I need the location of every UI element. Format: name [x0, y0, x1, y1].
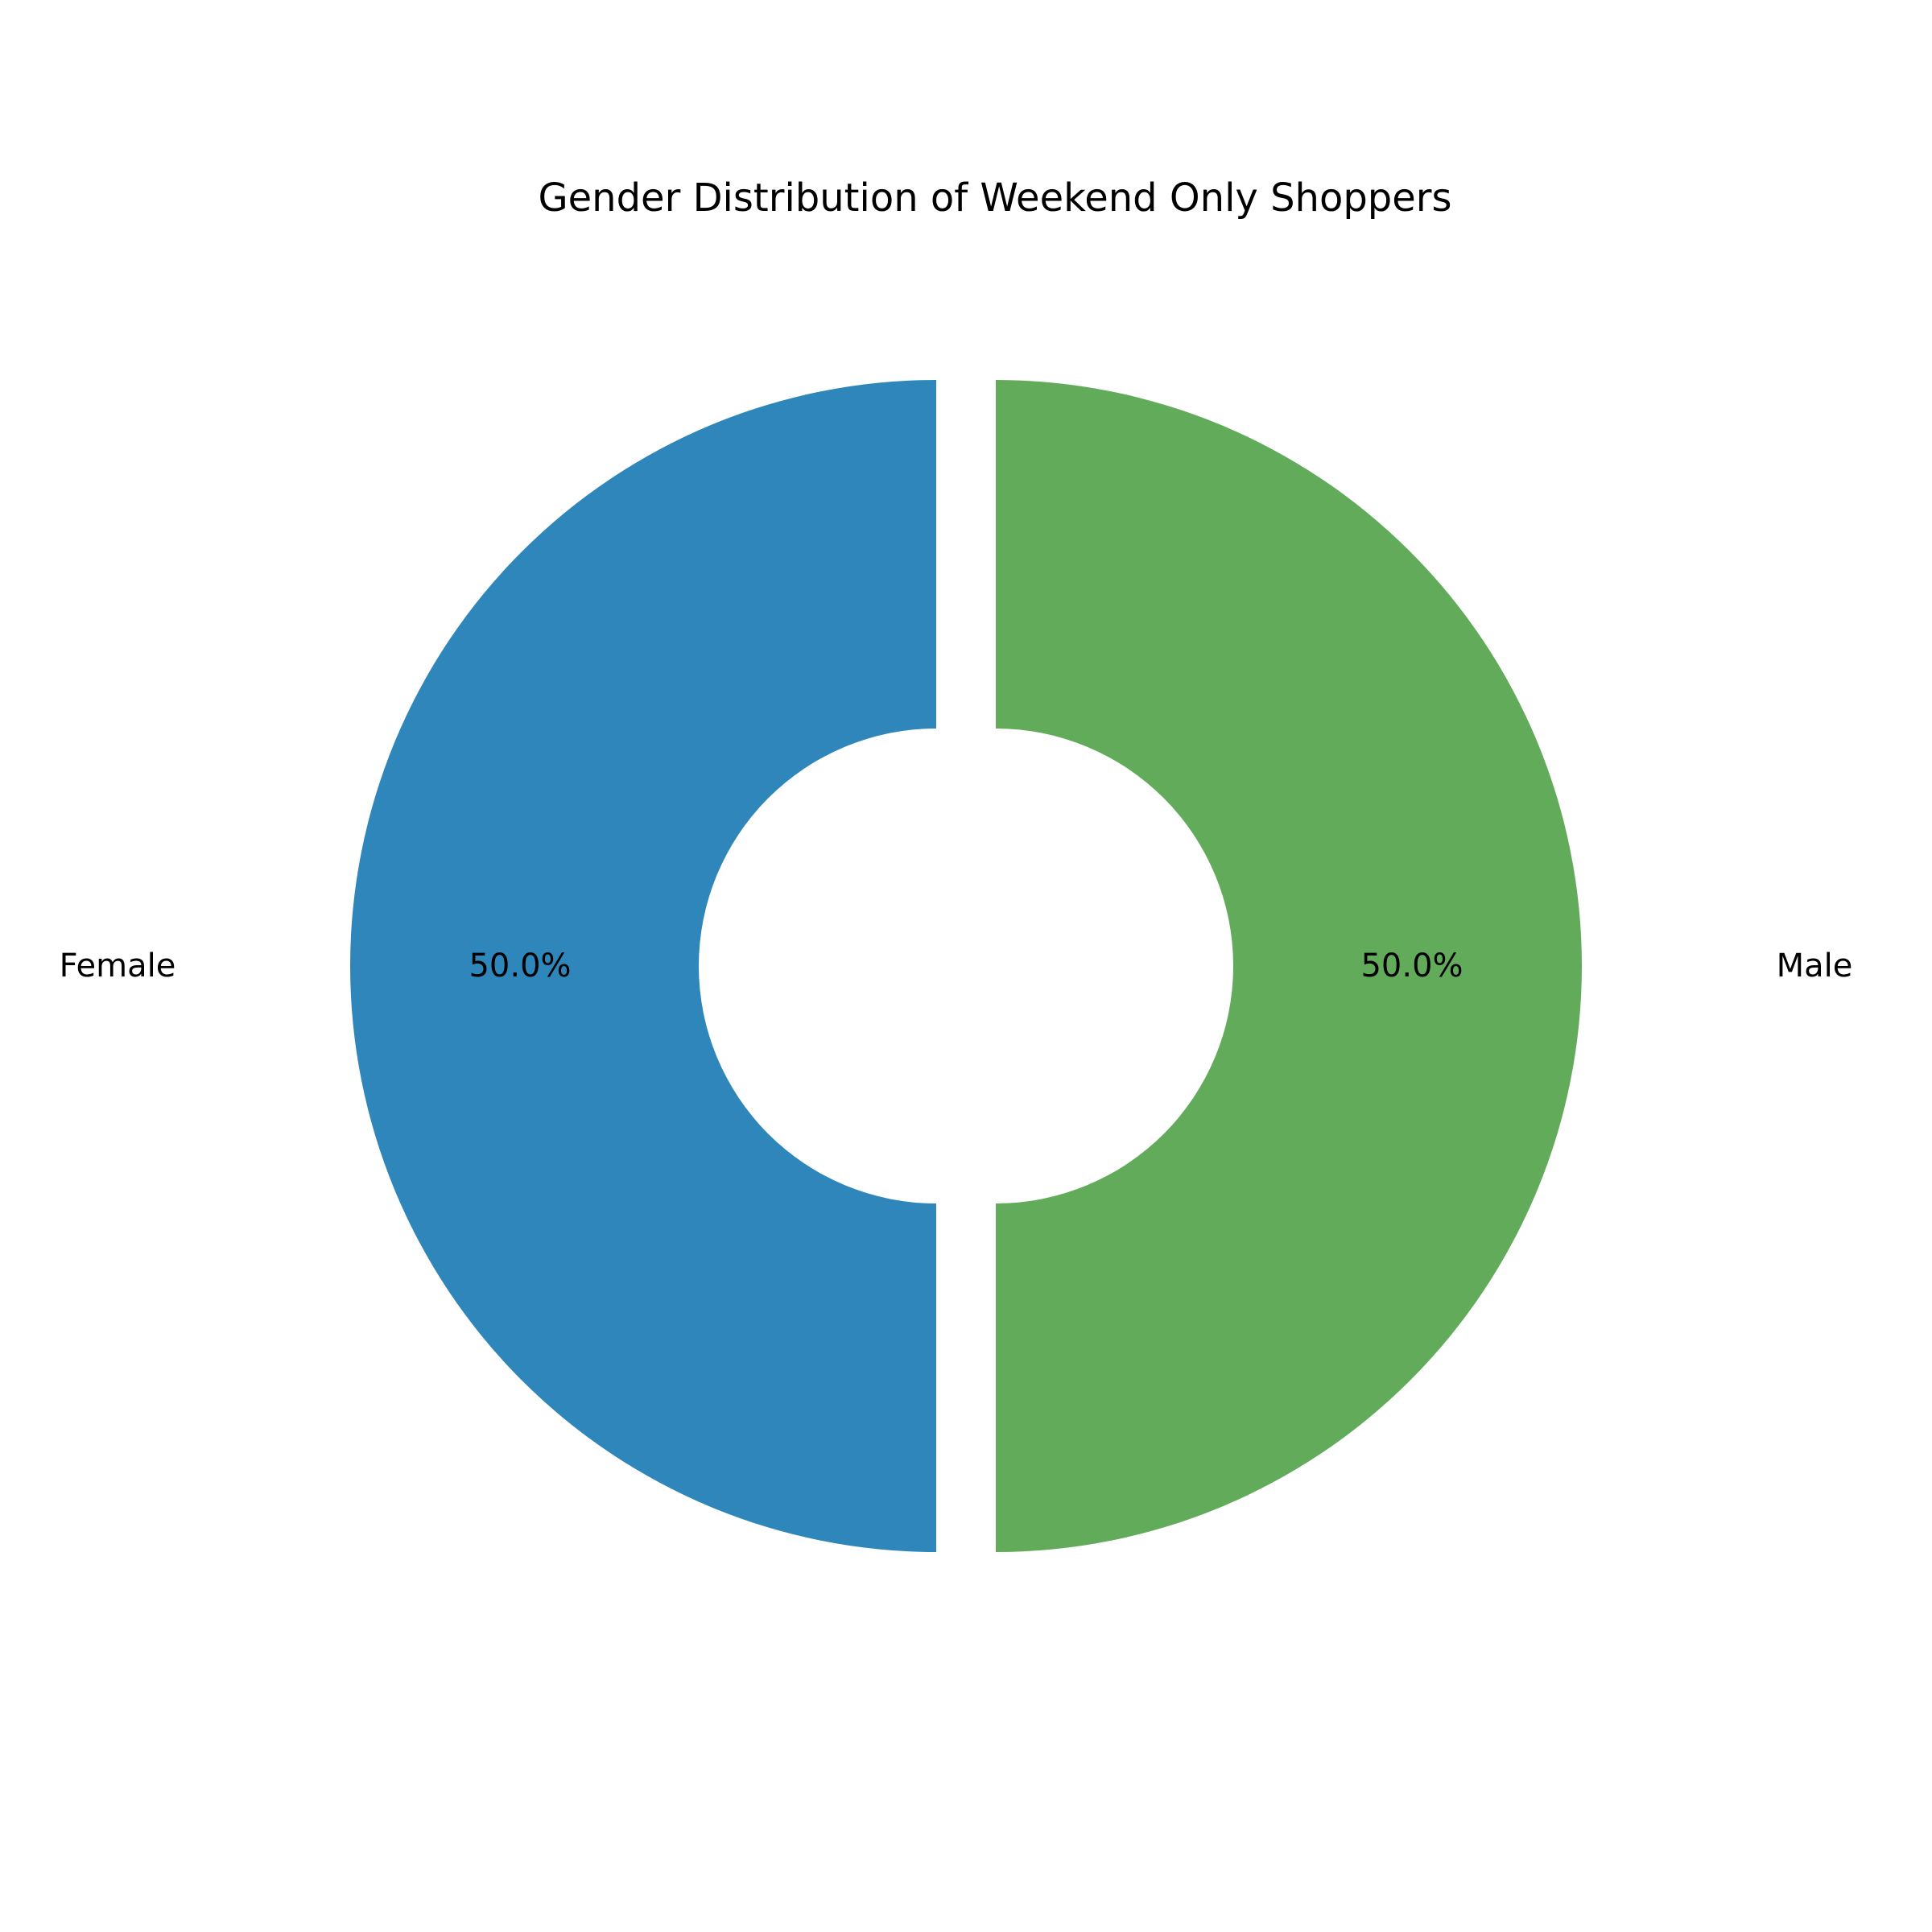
category-label-male: Male	[1777, 947, 1853, 985]
pie-labels: 50.0% Female 50.0% Male	[60, 947, 1853, 985]
pie-slices	[350, 380, 1582, 1552]
pie-slice-female	[350, 380, 936, 1552]
pie-slice-male	[996, 380, 1582, 1552]
chart-title: Gender Distribution of Weekend Only Shop…	[538, 175, 1451, 221]
percent-label-female: 50.0%	[469, 947, 571, 985]
category-label-female: Female	[60, 947, 176, 985]
percent-label-male: 50.0%	[1360, 947, 1463, 985]
